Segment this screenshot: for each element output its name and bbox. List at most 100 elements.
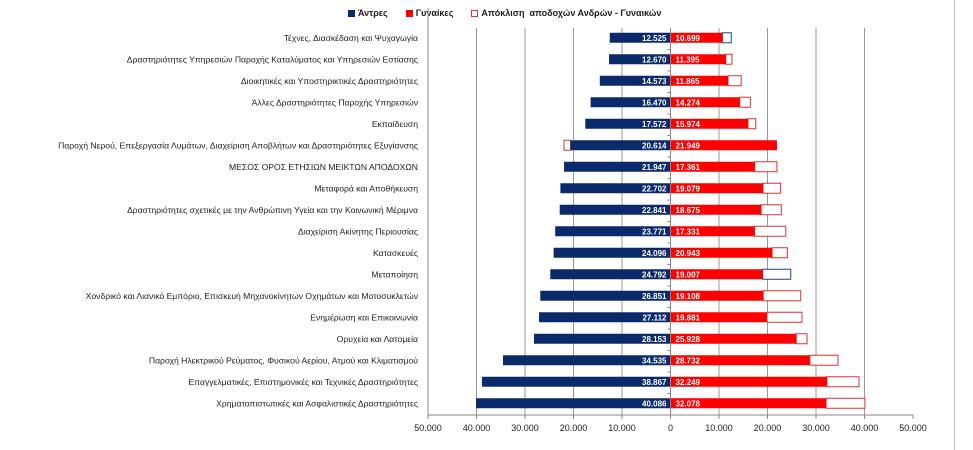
x-tick-label: 30.000 <box>802 423 830 433</box>
women-data-label: 10.699 <box>676 34 701 43</box>
men-data-label: 21.947 <box>642 163 667 172</box>
men-data-label: 17.572 <box>642 120 667 129</box>
men-data-label: 34.535 <box>642 356 667 365</box>
women-bar <box>670 355 810 366</box>
category-label: Δραστηριότητες Υπηρεσιών Παροχής Καταλύμ… <box>127 54 418 64</box>
legend-label-women: Γυναίκες <box>415 8 454 18</box>
men-bar <box>533 333 671 344</box>
men-bar <box>590 97 671 108</box>
men-data-label: 26.851 <box>642 292 667 301</box>
x-tick-label: 30.000 <box>511 423 539 433</box>
women-data-label: 19.007 <box>676 270 701 279</box>
men-data-label: 20.614 <box>642 141 667 150</box>
gap-bar <box>809 354 839 366</box>
gap-bar <box>747 118 757 130</box>
women-data-label: 19.108 <box>676 292 701 301</box>
men-data-label: 24.792 <box>642 270 667 279</box>
men-data-label: 38.867 <box>642 378 667 387</box>
women-data-label: 14.274 <box>676 98 701 107</box>
men-bar <box>539 312 671 323</box>
gap-bar <box>766 311 803 323</box>
men-bar <box>599 75 671 86</box>
women-data-label: 21.949 <box>676 141 701 150</box>
men-bar <box>540 290 671 301</box>
category-label: Παροχή Ηλεκτρικού Ρεύματος, Φυσικού Αερί… <box>149 355 418 365</box>
women-bar <box>670 312 767 323</box>
gap-bar <box>721 32 732 44</box>
men-bar <box>609 32 671 43</box>
gap-bar <box>826 376 860 388</box>
legend-label-gap: Απόκλιση αποδοχών Ανδρών - Γυναικών <box>481 8 662 18</box>
category-label: Μεταφορά και Αποθήκευση <box>314 183 418 193</box>
x-tick-label: 0 <box>668 423 673 433</box>
gap-bar <box>739 96 751 108</box>
women-bar <box>670 75 729 86</box>
women-data-label: 17.361 <box>676 163 701 172</box>
gap-bar <box>725 53 733 65</box>
men-bar <box>564 161 671 172</box>
gap-bar <box>727 75 742 87</box>
women-bar <box>670 118 748 129</box>
men-data-label: 12.525 <box>642 34 667 43</box>
women-data-label: 20.943 <box>676 249 701 258</box>
x-tick-label: 50.000 <box>899 423 927 433</box>
category-label: Παροχή Νερού, Επεξεργασία Λυμάτων, Διαχε… <box>58 140 418 150</box>
women-bar <box>670 269 763 280</box>
women-bar <box>670 398 827 409</box>
men-bar <box>481 376 671 387</box>
men-bar <box>503 355 671 366</box>
legend-label-men: Άντρες <box>358 8 388 18</box>
men-data-label: 22.841 <box>642 206 667 215</box>
women-bar <box>670 226 755 237</box>
men-data-label: 12.670 <box>642 55 667 64</box>
x-tick-label: 40.000 <box>851 423 879 433</box>
category-label: Άλλες Δραστηριότητες Παροχής Υπηρεσιών <box>252 97 418 107</box>
men-bar <box>476 398 671 409</box>
legend-swatch-men <box>348 9 355 17</box>
women-data-label: 19.079 <box>676 184 701 193</box>
women-bar <box>670 376 827 387</box>
gap-bar <box>754 161 778 173</box>
legend-swatch-women <box>405 9 413 17</box>
men-data-label: 22.702 <box>642 184 667 193</box>
women-data-label: 18.675 <box>676 206 701 215</box>
legend-item-men: Άντρες <box>348 8 388 18</box>
women-bar <box>670 290 764 301</box>
women-data-label: 11.395 <box>676 55 701 64</box>
frame-border <box>954 0 955 450</box>
men-data-label: 24.096 <box>642 249 667 258</box>
x-tick-label: 10.000 <box>608 423 636 433</box>
women-bar <box>670 183 764 194</box>
legend-item-women: Γυναίκες <box>405 8 454 18</box>
x-tick-label: 20.000 <box>754 423 782 433</box>
women-data-label: 32.249 <box>676 378 701 387</box>
gap-bar <box>825 397 866 409</box>
men-bar <box>585 118 671 129</box>
men-bar <box>553 247 671 258</box>
legend-item-gap: Απόκλιση αποδοχών Ανδρών - Γυναικών <box>471 8 661 18</box>
women-bar <box>670 204 762 215</box>
men-bar <box>550 269 671 280</box>
gap-bar <box>762 182 782 194</box>
category-label: Τέχνες, Διασκέδαση και Ψυχαγωγία <box>284 33 418 43</box>
women-data-label: 25.928 <box>676 335 701 344</box>
category-label: Δραστηριότητες σχετικές με την Ανθρώπινη… <box>127 205 418 215</box>
men-bar <box>559 204 671 215</box>
men-bar <box>560 183 671 194</box>
women-bar <box>670 32 723 43</box>
legend: Άντρες Γυναίκες Απόκλιση αποδοχών Ανδρών… <box>348 8 661 18</box>
gap-bar <box>762 290 802 302</box>
women-bar <box>670 333 797 344</box>
women-bar <box>670 247 773 258</box>
category-label: Διαχείριση Ακίνητης Περιουσίας <box>298 226 418 236</box>
women-data-label: 15.974 <box>676 120 701 129</box>
women-bar <box>670 140 777 151</box>
women-bar <box>670 97 740 108</box>
category-label: Κατασκευές <box>373 248 418 258</box>
men-bar <box>609 54 671 65</box>
women-data-label: 11.865 <box>676 77 701 86</box>
gap-bar <box>760 204 782 216</box>
women-data-label: 32.078 <box>676 399 701 408</box>
category-label: Εκπαίδευση <box>372 119 418 129</box>
